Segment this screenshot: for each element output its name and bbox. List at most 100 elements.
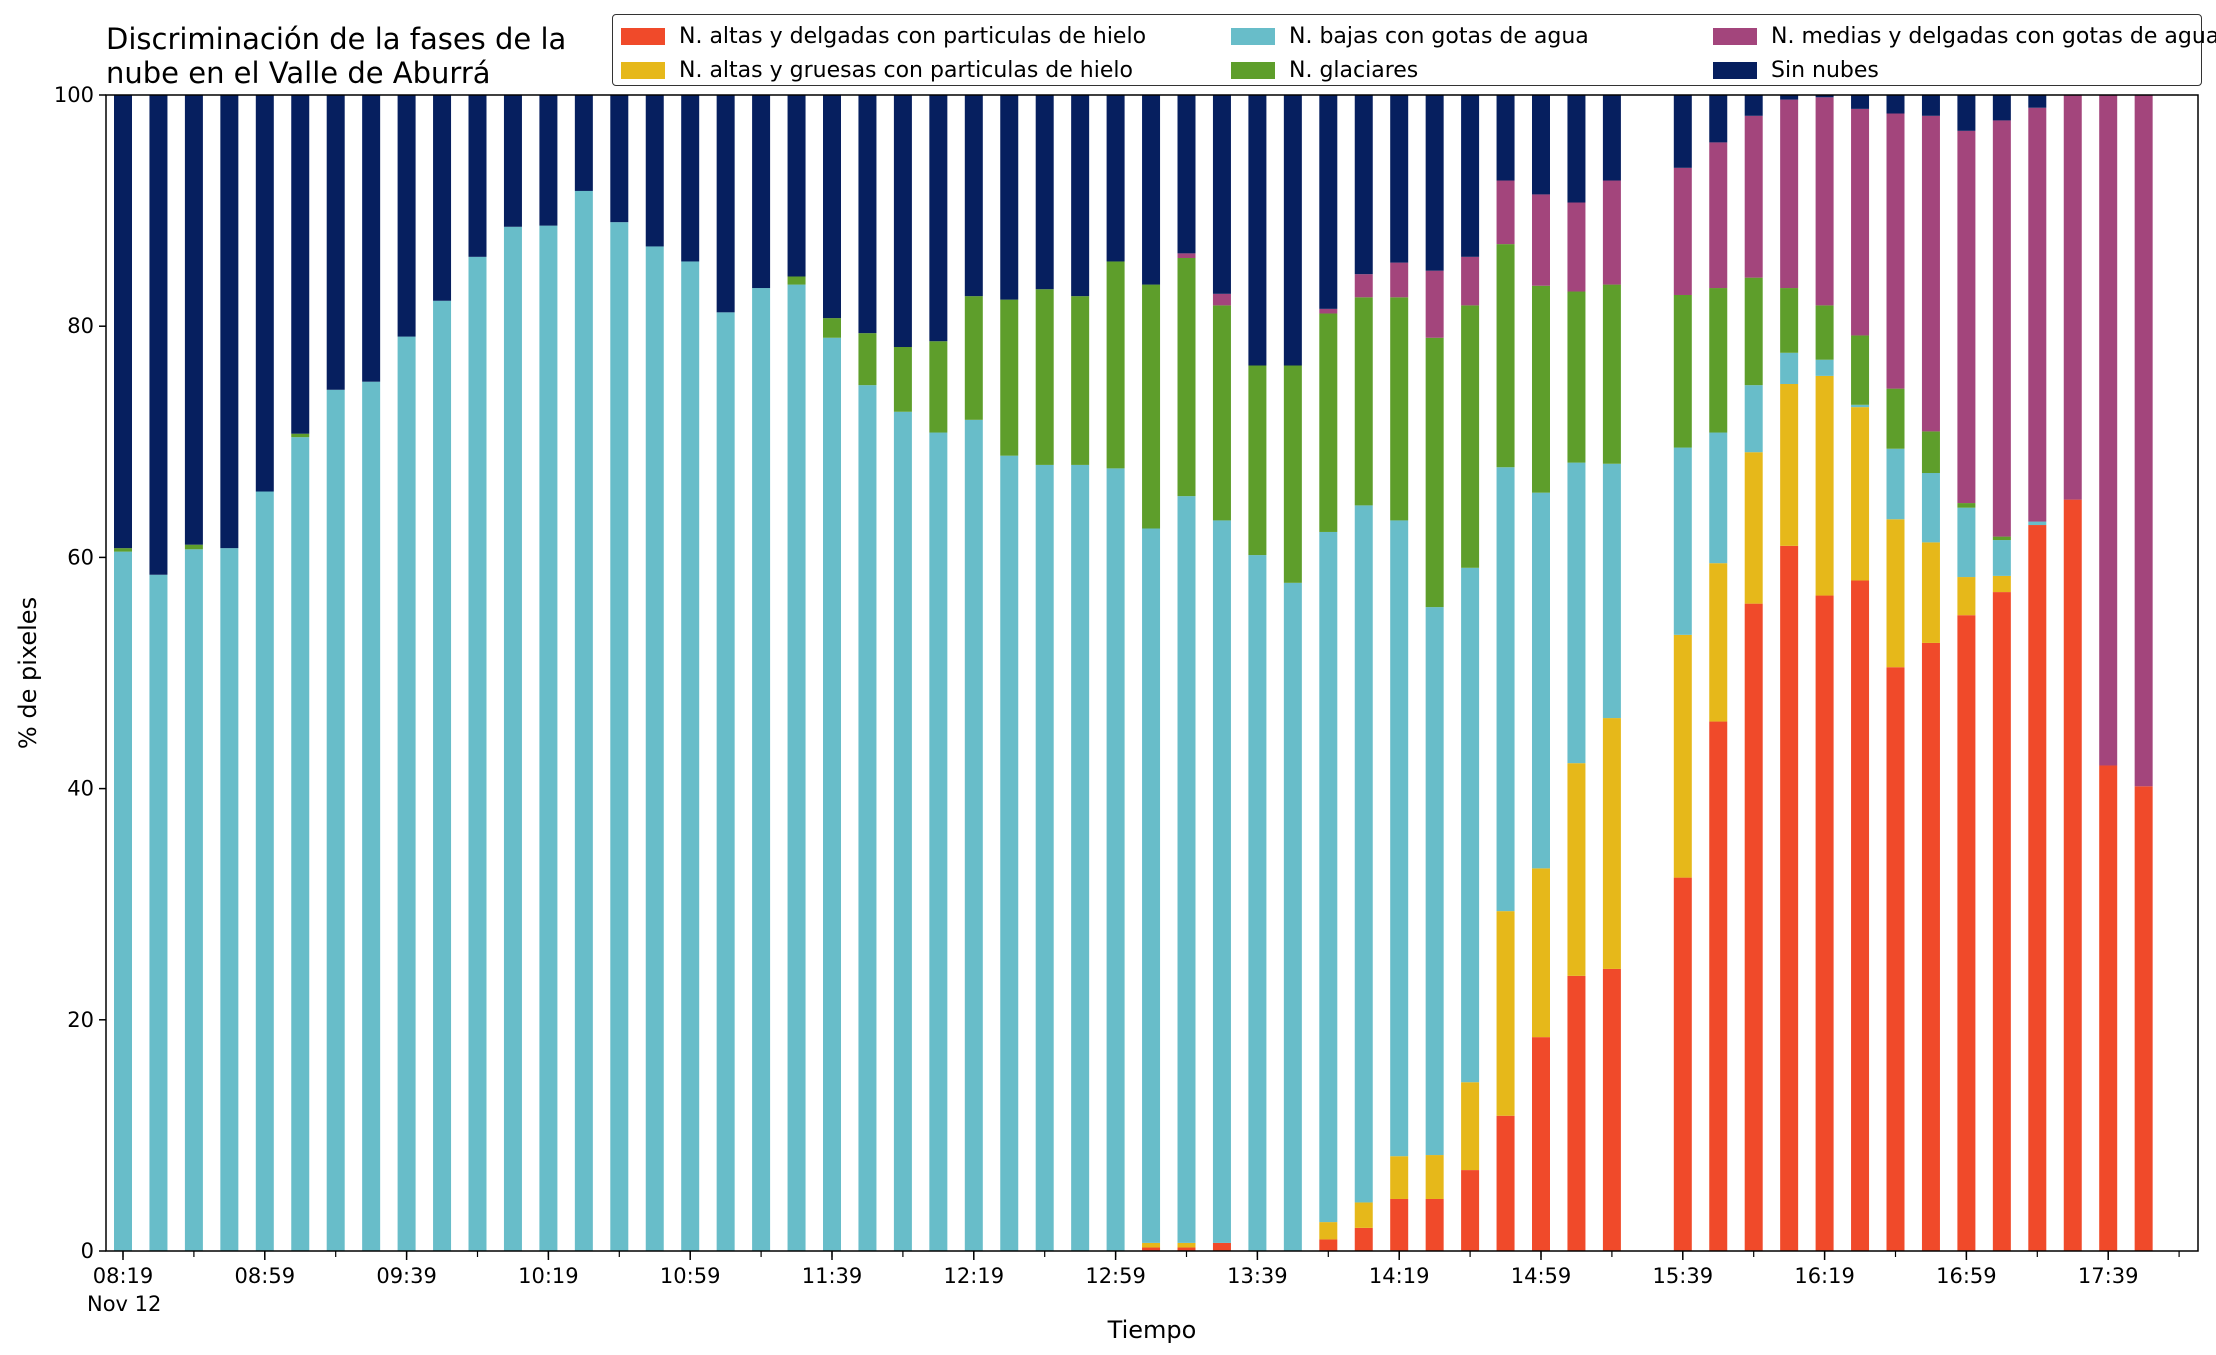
bar-segment (610, 222, 629, 1251)
bar-segment (1319, 1222, 1338, 1240)
x-tick-label: 12:19 (944, 1264, 1005, 1288)
bar-segment (433, 300, 452, 1251)
bar-segment (1212, 520, 1231, 1243)
bar-segment (1000, 95, 1019, 300)
bar-segment (1567, 975, 1586, 1251)
bar-segment (1673, 877, 1692, 1251)
legend-item: Sin nubes (1713, 55, 1879, 85)
bar-segment (433, 95, 452, 301)
bar-segment (1035, 95, 1054, 290)
bar-segment (397, 95, 416, 337)
bar-segment (1425, 270, 1444, 338)
bar-segment (645, 246, 664, 1251)
bar-segment (1071, 95, 1090, 297)
bar-segment (1602, 463, 1621, 719)
bar-segment (1319, 308, 1338, 314)
bar-segment (1142, 1247, 1161, 1251)
bar-segment (1602, 95, 1621, 181)
bar-segment (1000, 455, 1019, 1251)
bar-segment (1319, 95, 1338, 309)
y-tick-label: 80 (67, 314, 94, 338)
bar-segment (1567, 763, 1586, 976)
bar-segment (1319, 531, 1338, 1223)
legend-label: N. altas y gruesas con particulas de hie… (679, 57, 1133, 83)
bar-segment (1567, 95, 1586, 203)
legend-swatch (1713, 61, 1757, 79)
bar-segment (149, 574, 168, 1251)
bar-segment (539, 95, 558, 226)
bar-segment (645, 95, 664, 247)
legend-label: N. medias y delgadas con gotas de agua (1771, 23, 2216, 49)
y-tick-label: 0 (81, 1239, 94, 1263)
bar-segment (1709, 721, 1728, 1251)
x-tick-label: 16:19 (1794, 1264, 1855, 1288)
bar-segment (1390, 262, 1409, 298)
bar-segment (1461, 256, 1480, 306)
bar-segment (1212, 1242, 1231, 1251)
bar-segment (1709, 432, 1728, 564)
bar-segment (291, 95, 310, 434)
bar-segment (255, 491, 274, 1251)
bar-segment (1461, 567, 1480, 1083)
bar-segment (1567, 462, 1586, 764)
legend-label: N. bajas con gotas de agua (1289, 23, 1589, 49)
bar-segment (1957, 507, 1976, 578)
bar-segment (1319, 313, 1338, 532)
bar-segment (1142, 1242, 1161, 1248)
bar-segment (2028, 525, 2047, 1251)
x-tick-label: 14:59 (1511, 1264, 1572, 1288)
bar-segment (1957, 577, 1976, 616)
bar-segment (2028, 95, 2047, 108)
bar-segment (1709, 288, 1728, 433)
bar-segment (823, 337, 841, 1251)
bar-segment (1248, 555, 1267, 1251)
bar-segment (1496, 911, 1515, 1116)
bar-segment (149, 95, 168, 575)
bar-segment (503, 95, 522, 227)
bar-segment (1390, 1156, 1409, 1199)
bar-segment (1673, 167, 1692, 295)
bar-segment (1496, 244, 1515, 468)
bar-segment (1496, 95, 1515, 181)
bar-segment (1425, 1155, 1444, 1199)
bar-segment (1992, 540, 2011, 576)
bar-segment (291, 437, 310, 1251)
bar-segment (1851, 404, 1870, 408)
bar-segment (1851, 407, 1870, 581)
bar-segment (1496, 1115, 1515, 1251)
bar-segment (114, 548, 132, 552)
bar-segment (1354, 274, 1373, 298)
bar-segment (184, 549, 203, 1251)
bar-segment (1815, 97, 1834, 306)
bar-segment (1673, 447, 1692, 635)
x-tick-label: 12:59 (1085, 1264, 1146, 1288)
bar-segment (1248, 95, 1267, 366)
bar-segment (1390, 95, 1409, 263)
bar-segment (1851, 580, 1870, 1251)
legend-label: N. altas y delgadas con particulas de hi… (679, 23, 1147, 49)
bar-segment (681, 95, 700, 262)
bar-segment (823, 95, 841, 319)
bar-segment (2063, 95, 2082, 500)
bar-segment (2099, 95, 2118, 766)
bar-segment (184, 544, 203, 550)
bar-segment (1744, 95, 1763, 116)
bar-segment (1354, 1227, 1373, 1251)
bar-segment (539, 225, 558, 1251)
bar-segment (1851, 335, 1870, 405)
bar-segment (858, 95, 877, 334)
bar-segment (716, 95, 735, 313)
legend-item: N. bajas con gotas de agua (1231, 21, 1589, 51)
bar-segment (1425, 337, 1444, 608)
bar-segment (503, 226, 522, 1251)
bar-segment (929, 432, 948, 1251)
bar-segment (1673, 634, 1692, 878)
bar-segment (1780, 99, 1799, 289)
bar-segment (1709, 95, 1728, 143)
y-tick-label: 100 (54, 83, 94, 107)
bar-segment (1319, 1239, 1338, 1251)
bar-segment (752, 288, 771, 1251)
bar-segment (929, 95, 948, 342)
x-tick-label: 13:39 (1227, 1264, 1288, 1288)
bar-segment (1354, 1202, 1373, 1228)
